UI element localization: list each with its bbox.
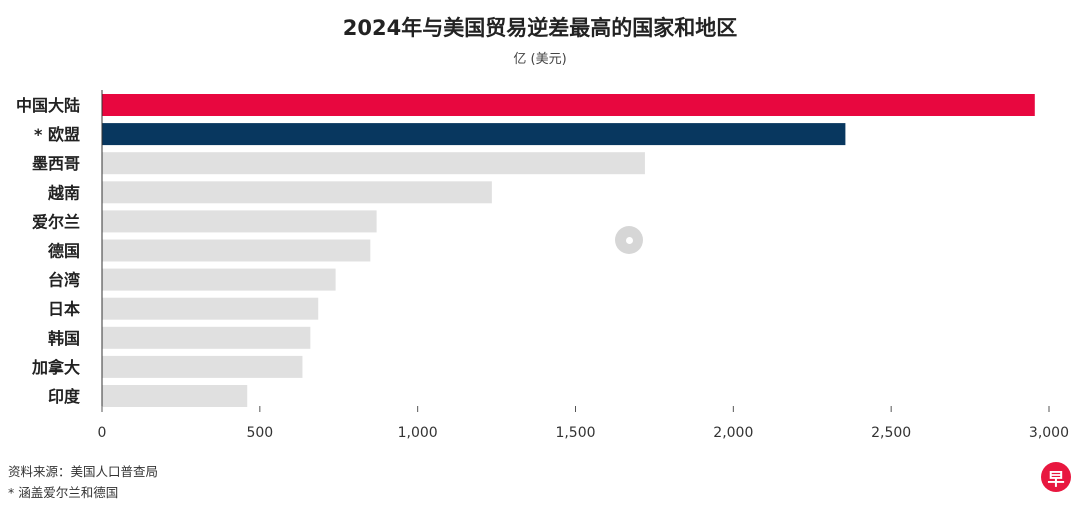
category-label: 日本 [48,300,80,319]
publisher-logo-icon: 早 [1041,462,1071,492]
watermark-icon [615,226,643,254]
x-tick-label: 500 [246,425,273,441]
bars-group [102,94,1035,407]
bar [102,239,371,262]
bar [102,123,846,146]
bar [102,268,336,291]
x-tick-label: 1,500 [555,425,595,441]
chart-title: 2024年与美国贸易逆差最高的国家和地区 [342,16,738,40]
category-label: 越南 [47,183,80,202]
category-label: 印度 [48,387,81,406]
x-tick-label: 0 [98,425,107,441]
category-label: 台湾 [48,271,80,290]
source-note: 资料来源：美国人口普查局 [8,464,159,479]
chart-subtitle: 亿 (美元) [513,52,567,67]
footnote: * 涵盖爱尔兰和德国 [8,485,119,500]
category-label: 爱尔兰 [32,212,80,231]
bar [102,181,492,204]
category-label: 加拿大 [31,358,80,377]
x-tick-label: 2,500 [871,425,911,441]
x-tick-label: 1,000 [398,425,438,441]
bar [102,385,248,407]
category-label: * 欧盟 [34,125,80,144]
bar [102,94,1035,116]
category-label: 墨西哥 [32,154,80,173]
watermark-dot [625,236,633,244]
x-axis-ticks-group: 0 500 1,000 1,500 2,000 2,500 3,000 [98,406,1069,441]
bar [102,326,311,349]
category-label: 韩国 [48,329,80,348]
bar [102,152,645,175]
bar [102,355,303,378]
category-label: 中国大陆 [16,96,80,115]
category-label: 德国 [48,242,80,261]
x-tick-label: 2,000 [713,425,753,441]
x-tick-label: 3,000 [1029,425,1069,441]
bar [102,210,377,233]
bar [102,297,319,320]
